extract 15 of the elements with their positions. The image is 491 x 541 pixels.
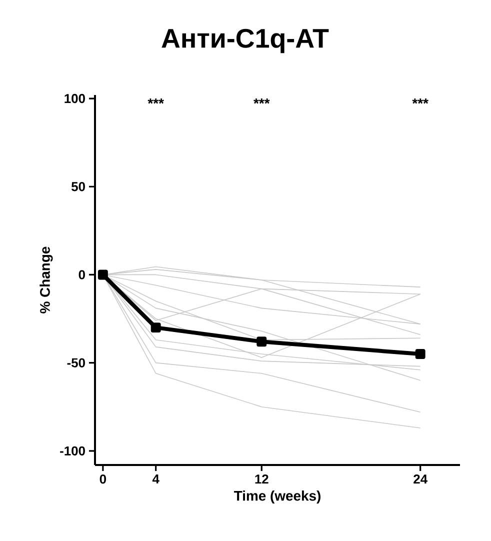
annotation: *** xyxy=(412,98,428,104)
x-tick-label: 12 xyxy=(255,474,268,484)
x-tick-label: 24 xyxy=(414,474,428,484)
x-tick-label: 4 xyxy=(152,474,160,484)
y-tick-label: -50 xyxy=(67,358,85,368)
y-tick-label: 100 xyxy=(64,94,85,104)
x-tick-label: 0 xyxy=(100,474,106,484)
y-axis-title: % Change xyxy=(40,246,53,314)
y-tick-label: 0 xyxy=(78,270,85,280)
annotation: *** xyxy=(148,98,164,104)
chart-title: Анти-C1q-AT xyxy=(162,28,329,54)
y-tick-label: -100 xyxy=(60,446,85,456)
y-tick-label: 50 xyxy=(72,182,85,192)
annotation: *** xyxy=(254,98,270,104)
x-axis-title: Time (weeks) xyxy=(234,490,320,504)
